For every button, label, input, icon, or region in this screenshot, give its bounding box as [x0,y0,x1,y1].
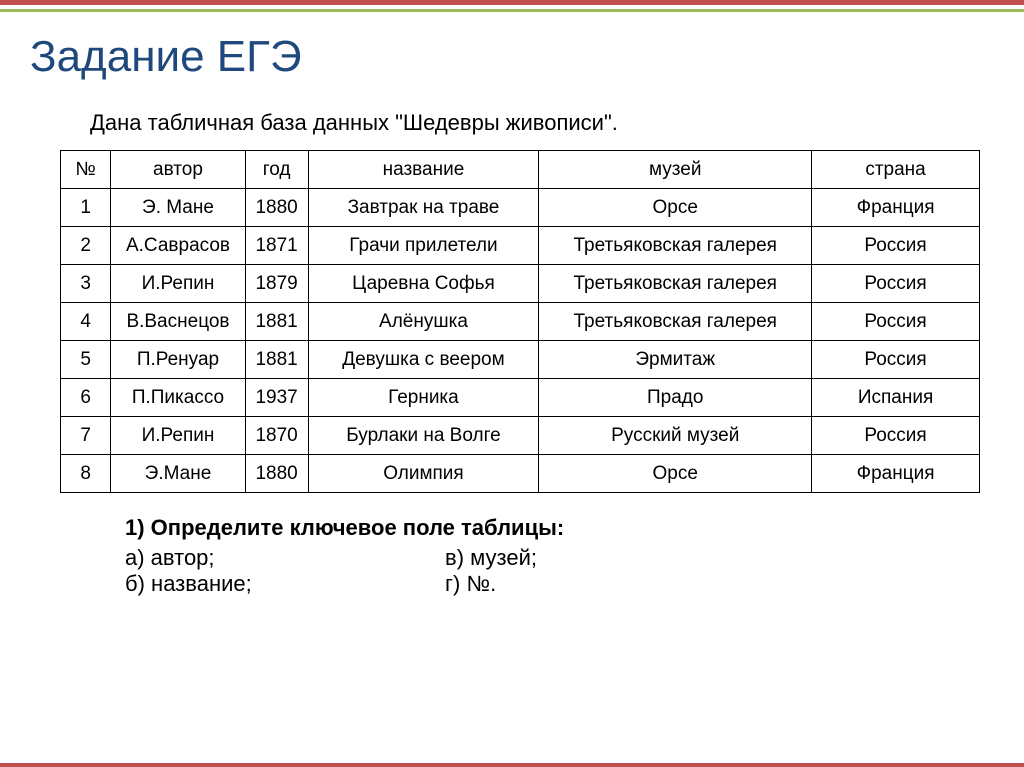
cell-author: А.Саврасов [111,227,245,265]
cell-num: 6 [61,379,111,417]
cell-country: Россия [812,417,980,455]
cell-museum: Эрмитаж [539,341,812,379]
col-header-title: название [308,151,539,189]
cell-country: Россия [812,303,980,341]
cell-title: Грачи прилетели [308,227,539,265]
option-v: в) музей; [445,545,537,571]
cell-title: Герника [308,379,539,417]
question-block: 1) Определите ключевое поле таблицы: а) … [125,515,994,597]
cell-year: 1870 [245,417,308,455]
cell-title: Олимпия [308,455,539,493]
table-row: 4 В.Васнецов 1881 Алёнушка Третьяковская… [61,303,980,341]
cell-year: 1880 [245,189,308,227]
top-accent-bar [0,0,1024,12]
cell-country: Франция [812,189,980,227]
cell-author: П.Ренуар [111,341,245,379]
cell-author: И.Репин [111,417,245,455]
cell-title: Царевна Софья [308,265,539,303]
cell-title: Девушка с веером [308,341,539,379]
table-row: 8 Э.Мане 1880 Олимпия Орсе Франция [61,455,980,493]
table-header-row: № автор год название музей страна [61,151,980,189]
cell-year: 1881 [245,303,308,341]
cell-num: 3 [61,265,111,303]
cell-title: Бурлаки на Волге [308,417,539,455]
option-g: г) №. [445,571,496,597]
cell-num: 8 [61,455,111,493]
cell-museum: Третьяковская галерея [539,303,812,341]
question-heading: 1) Определите ключевое поле таблицы: [125,515,994,541]
cell-author: Э.Мане [111,455,245,493]
option-a: а) автор; [125,545,445,571]
col-header-museum: музей [539,151,812,189]
cell-num: 2 [61,227,111,265]
cell-country: Россия [812,341,980,379]
cell-museum: Орсе [539,455,812,493]
table-row: 6 П.Пикассо 1937 Герника Прадо Испания [61,379,980,417]
question-options-row-1: а) автор; в) музей; [125,545,994,571]
bottom-accent-bar [0,763,1024,767]
cell-num: 1 [61,189,111,227]
col-header-country: страна [812,151,980,189]
table-row: 3 И.Репин 1879 Царевна Софья Третьяковск… [61,265,980,303]
cell-country: Россия [812,227,980,265]
cell-author: В.Васнецов [111,303,245,341]
cell-author: П.Пикассо [111,379,245,417]
cell-author: И.Репин [111,265,245,303]
cell-author: Э. Мане [111,189,245,227]
cell-museum: Прадо [539,379,812,417]
table-body: 1 Э. Мане 1880 Завтрак на траве Орсе Фра… [61,189,980,493]
page-title: Задание ЕГЭ [30,32,994,82]
table-row: 2 А.Саврасов 1871 Грачи прилетели Третья… [61,227,980,265]
cell-num: 4 [61,303,111,341]
cell-title: Завтрак на траве [308,189,539,227]
question-options-row-2: б) название; г) №. [125,571,994,597]
paintings-table: № автор год название музей страна 1 Э. М… [60,150,980,493]
cell-country: Испания [812,379,980,417]
cell-museum: Третьяковская галерея [539,265,812,303]
cell-year: 1879 [245,265,308,303]
cell-title: Алёнушка [308,303,539,341]
table-row: 7 И.Репин 1870 Бурлаки на Волге Русский … [61,417,980,455]
table-row: 5 П.Ренуар 1881 Девушка с веером Эрмитаж… [61,341,980,379]
table-row: 1 Э. Мане 1880 Завтрак на траве Орсе Фра… [61,189,980,227]
cell-year: 1880 [245,455,308,493]
intro-text: Дана табличная база данных "Шедевры живо… [90,110,994,136]
cell-museum: Русский музей [539,417,812,455]
cell-year: 1937 [245,379,308,417]
cell-museum: Орсе [539,189,812,227]
option-b: б) название; [125,571,445,597]
slide-content: Задание ЕГЭ Дана табличная база данных "… [0,32,1024,597]
cell-country: Франция [812,455,980,493]
col-header-year: год [245,151,308,189]
cell-num: 7 [61,417,111,455]
cell-num: 5 [61,341,111,379]
col-header-num: № [61,151,111,189]
cell-country: Россия [812,265,980,303]
cell-year: 1881 [245,341,308,379]
cell-year: 1871 [245,227,308,265]
cell-museum: Третьяковская галерея [539,227,812,265]
col-header-author: автор [111,151,245,189]
